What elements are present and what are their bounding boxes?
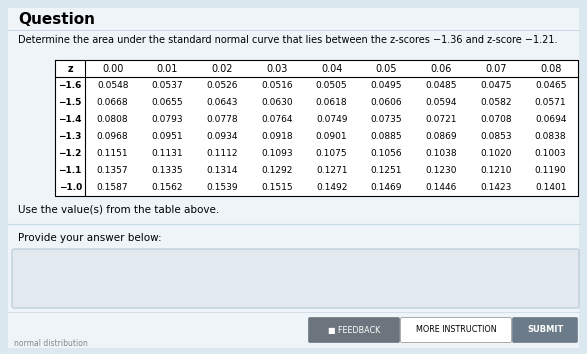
Text: 0.1401: 0.1401 <box>535 183 566 192</box>
Text: 0.1038: 0.1038 <box>426 149 457 158</box>
Text: 0.1335: 0.1335 <box>151 166 183 175</box>
Text: 0.0630: 0.0630 <box>261 98 293 107</box>
Text: 0.1210: 0.1210 <box>480 166 512 175</box>
Text: 0.0618: 0.0618 <box>316 98 348 107</box>
Text: 0.0606: 0.0606 <box>370 98 402 107</box>
Text: 0.1562: 0.1562 <box>151 183 183 192</box>
Text: 0.0668: 0.0668 <box>97 98 129 107</box>
Text: 0.0594: 0.0594 <box>426 98 457 107</box>
Text: −1.4: −1.4 <box>58 115 82 124</box>
Text: 0.0537: 0.0537 <box>151 81 183 90</box>
Text: 0.0526: 0.0526 <box>207 81 238 90</box>
Text: 0.0885: 0.0885 <box>370 132 402 141</box>
Text: −1.0: −1.0 <box>59 183 82 192</box>
FancyBboxPatch shape <box>400 318 511 343</box>
Text: 0.0764: 0.0764 <box>261 115 293 124</box>
Text: −1.1: −1.1 <box>59 166 82 175</box>
Text: −1.3: −1.3 <box>59 132 82 141</box>
Text: normal distribution: normal distribution <box>14 339 87 348</box>
Text: 0.07: 0.07 <box>485 63 507 74</box>
Text: 0.0901: 0.0901 <box>316 132 348 141</box>
Text: 0.03: 0.03 <box>266 63 288 74</box>
Text: 0.1469: 0.1469 <box>370 183 402 192</box>
Text: 0.1271: 0.1271 <box>316 166 348 175</box>
Text: 0.1003: 0.1003 <box>535 149 566 158</box>
Text: 0.0951: 0.0951 <box>151 132 183 141</box>
Text: 0.0655: 0.0655 <box>151 98 183 107</box>
Text: 0.1075: 0.1075 <box>316 149 348 158</box>
Text: MORE INSTRUCTION: MORE INSTRUCTION <box>416 325 497 335</box>
Text: Provide your answer below:: Provide your answer below: <box>18 233 161 243</box>
Text: 0.0516: 0.0516 <box>261 81 293 90</box>
Text: 0.1292: 0.1292 <box>261 166 292 175</box>
Text: 0.06: 0.06 <box>430 63 452 74</box>
Text: 0.1423: 0.1423 <box>480 183 511 192</box>
Text: 0.0465: 0.0465 <box>535 81 566 90</box>
Text: 0.0708: 0.0708 <box>480 115 512 124</box>
Text: 0.0808: 0.0808 <box>97 115 129 124</box>
Text: 0.0778: 0.0778 <box>207 115 238 124</box>
FancyBboxPatch shape <box>12 249 579 308</box>
Text: 0.1357: 0.1357 <box>97 166 129 175</box>
Text: 0.0571: 0.0571 <box>535 98 566 107</box>
Text: 0.0853: 0.0853 <box>480 132 512 141</box>
Text: 0.0582: 0.0582 <box>480 98 512 107</box>
Text: 0.1251: 0.1251 <box>370 166 402 175</box>
Text: 0.08: 0.08 <box>540 63 561 74</box>
Text: 0.1190: 0.1190 <box>535 166 566 175</box>
Text: 0.0495: 0.0495 <box>370 81 402 90</box>
Text: 0.1492: 0.1492 <box>316 183 348 192</box>
Text: 0.0485: 0.0485 <box>426 81 457 90</box>
Text: 0.1056: 0.1056 <box>370 149 402 158</box>
Text: 0.0548: 0.0548 <box>97 81 129 90</box>
Bar <box>55 60 578 196</box>
Text: 0.0749: 0.0749 <box>316 115 348 124</box>
Text: 0.1515: 0.1515 <box>261 183 293 192</box>
Text: 0.1093: 0.1093 <box>261 149 293 158</box>
Text: 0.1314: 0.1314 <box>207 166 238 175</box>
FancyBboxPatch shape <box>309 318 400 343</box>
Text: 0.1020: 0.1020 <box>480 149 512 158</box>
Bar <box>8 225 579 310</box>
Text: 0.00: 0.00 <box>102 63 123 74</box>
Text: 0.1587: 0.1587 <box>97 183 129 192</box>
Text: 0.0735: 0.0735 <box>370 115 402 124</box>
Text: −1.2: −1.2 <box>59 149 82 158</box>
Text: Question: Question <box>18 12 95 27</box>
Text: 0.0721: 0.0721 <box>426 115 457 124</box>
Text: 0.0505: 0.0505 <box>316 81 348 90</box>
Text: −1.6: −1.6 <box>59 81 82 90</box>
Text: 0.02: 0.02 <box>211 63 233 74</box>
Text: 0.01: 0.01 <box>157 63 178 74</box>
Text: 0.0918: 0.0918 <box>261 132 293 141</box>
Text: 0.1230: 0.1230 <box>426 166 457 175</box>
Text: Use the value(s) from the table above.: Use the value(s) from the table above. <box>18 204 220 214</box>
Text: Determine the area under the standard normal curve that lies between the z-score: Determine the area under the standard no… <box>18 35 558 45</box>
Text: 0.0869: 0.0869 <box>426 132 457 141</box>
Text: 0.1446: 0.1446 <box>426 183 457 192</box>
Text: 0.0475: 0.0475 <box>480 81 512 90</box>
Text: 0.1131: 0.1131 <box>151 149 183 158</box>
Text: 0.05: 0.05 <box>376 63 397 74</box>
Text: 0.1539: 0.1539 <box>207 183 238 192</box>
Text: 0.1151: 0.1151 <box>97 149 129 158</box>
FancyBboxPatch shape <box>512 318 578 343</box>
Text: 0.0694: 0.0694 <box>535 115 566 124</box>
Text: 0.0934: 0.0934 <box>207 132 238 141</box>
Text: 0.1112: 0.1112 <box>207 149 238 158</box>
Text: −1.5: −1.5 <box>59 98 82 107</box>
Text: SUBMIT: SUBMIT <box>527 325 563 335</box>
Text: 0.04: 0.04 <box>321 63 342 74</box>
Text: 0.0968: 0.0968 <box>97 132 129 141</box>
Text: ■ FEEDBACK: ■ FEEDBACK <box>328 325 380 335</box>
Text: z: z <box>68 63 73 74</box>
Text: 0.0793: 0.0793 <box>151 115 183 124</box>
Text: 0.0643: 0.0643 <box>207 98 238 107</box>
Text: 0.0838: 0.0838 <box>535 132 566 141</box>
